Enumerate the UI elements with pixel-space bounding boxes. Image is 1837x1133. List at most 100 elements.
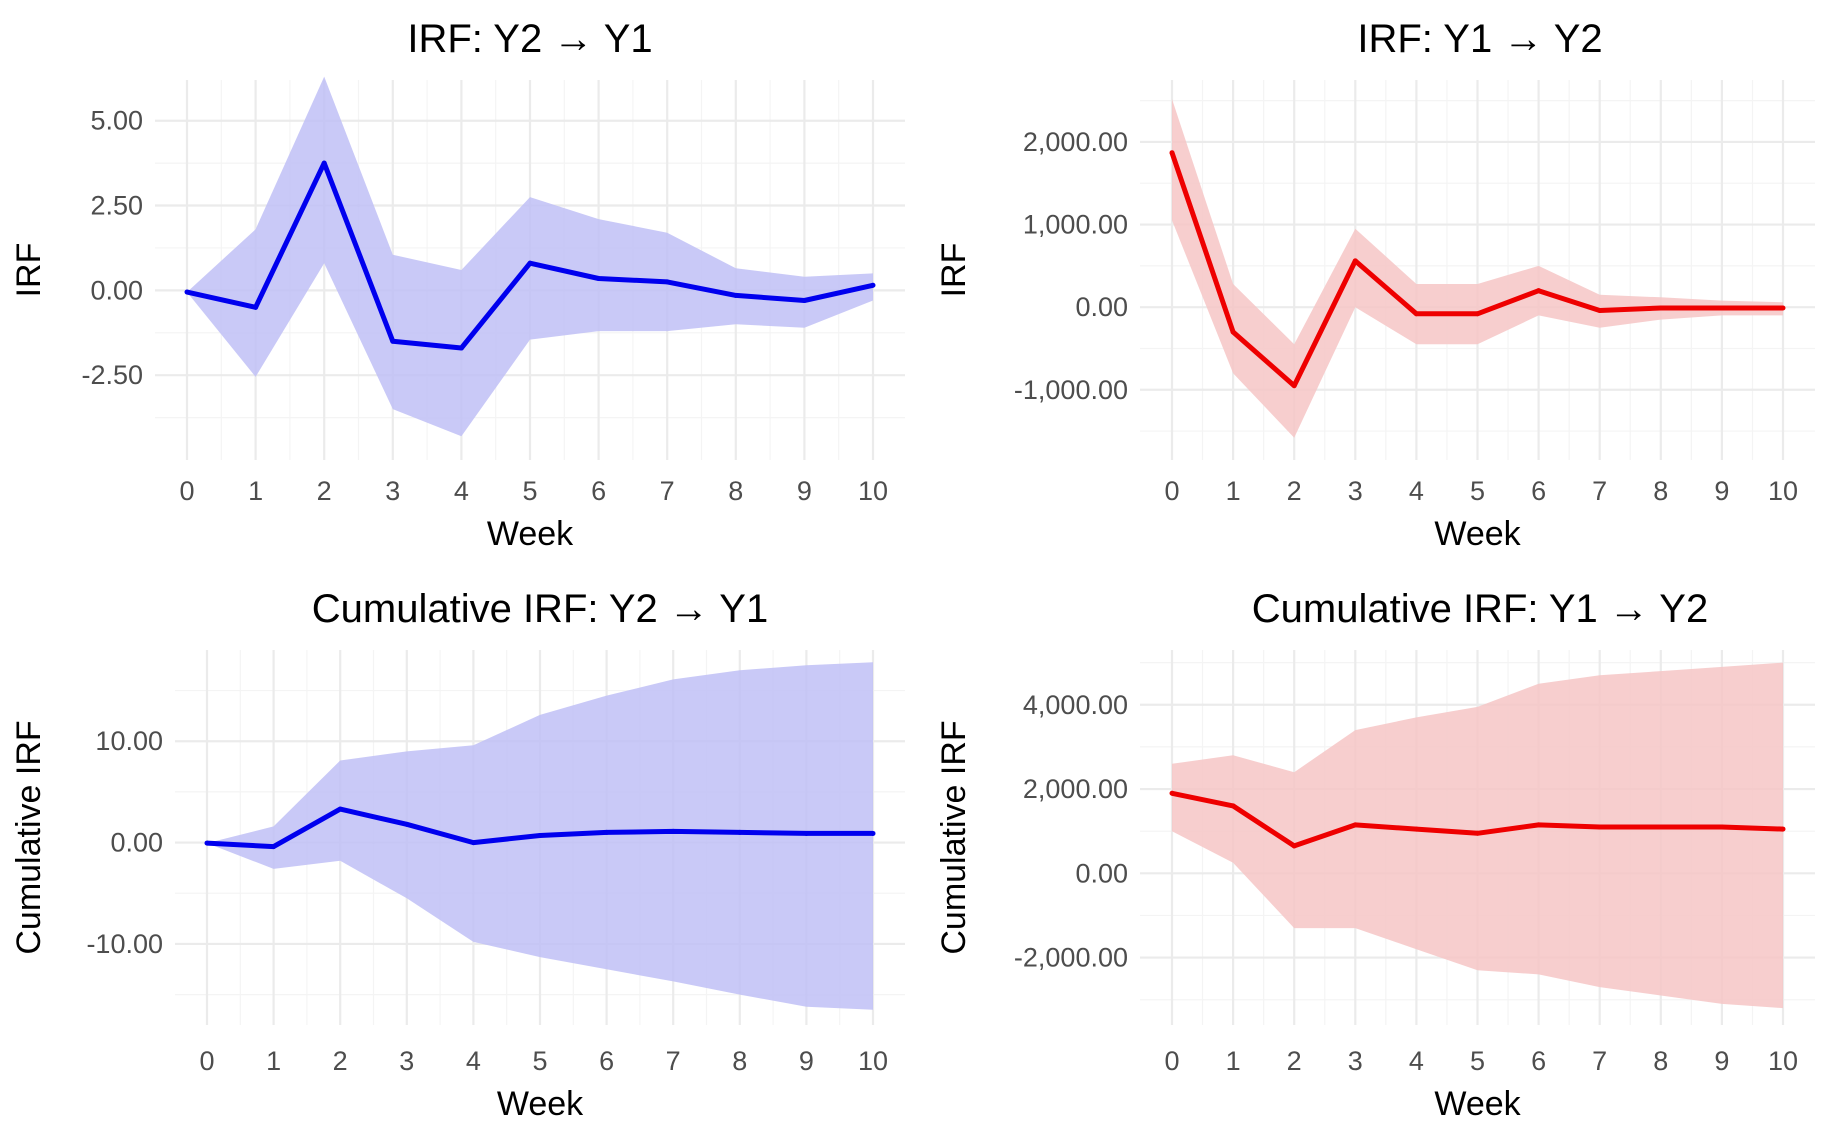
y-tick-label: 2,000.00	[1023, 774, 1128, 804]
chart-title: IRF: Y2 → Y1	[407, 17, 652, 61]
x-tick-label: 0	[199, 1046, 214, 1076]
y-axis-title: Cumulative IRF	[10, 720, 48, 954]
data-point	[253, 304, 259, 310]
x-tick-label: 1	[266, 1046, 281, 1076]
x-tick-label: 4	[466, 1046, 481, 1076]
x-tick-label: 4	[1409, 1046, 1424, 1076]
data-point	[801, 298, 807, 304]
x-tick-label: 8	[1653, 476, 1668, 506]
data-point	[1352, 822, 1358, 828]
data-point	[1719, 305, 1725, 311]
x-tick-label: 2	[317, 476, 332, 506]
data-point	[1230, 329, 1236, 335]
x-tick-label: 1	[1226, 1046, 1241, 1076]
y-tick-label: -1,000.00	[1014, 375, 1128, 405]
x-tick-label: 5	[1470, 476, 1485, 506]
x-tick-label: 9	[797, 476, 812, 506]
data-point	[1413, 311, 1419, 317]
y-tick-label: 1,000.00	[1023, 210, 1128, 240]
data-point	[458, 345, 464, 351]
x-tick-label: 8	[732, 1046, 747, 1076]
y-tick-label: -2,000.00	[1014, 943, 1128, 973]
y-tick-label: -10.00	[86, 929, 163, 959]
data-point	[803, 830, 809, 836]
data-point	[733, 292, 739, 298]
x-tick-label: 0	[1164, 476, 1179, 506]
x-tick-label: 8	[728, 476, 743, 506]
data-point	[404, 821, 410, 827]
x-tick-label: 5	[532, 1046, 547, 1076]
y-tick-label: 2,000.00	[1023, 127, 1128, 157]
data-point	[737, 829, 743, 835]
chart-title: Cumulative IRF: Y2 → Y1	[312, 587, 768, 631]
data-point	[337, 806, 343, 812]
x-tick-label: 7	[666, 1046, 681, 1076]
x-tick-label: 7	[1592, 1046, 1607, 1076]
x-tick-label: 9	[1714, 476, 1729, 506]
data-point	[604, 829, 610, 835]
x-tick-label: 2	[1287, 1046, 1302, 1076]
x-tick-label: 3	[1348, 476, 1363, 506]
x-tick-label: 4	[454, 476, 469, 506]
data-point	[184, 289, 190, 295]
y-axis-title: IRF	[935, 243, 973, 298]
x-tick-label: 9	[799, 1046, 814, 1076]
x-axis-title: Week	[1434, 1085, 1521, 1123]
y-axis-title: Cumulative IRF	[935, 720, 973, 954]
x-axis-title: Week	[1434, 515, 1521, 553]
gridlines	[1140, 80, 1815, 460]
x-tick-label: 3	[1348, 1046, 1363, 1076]
x-tick-label: 10	[858, 476, 888, 506]
data-point	[1291, 383, 1297, 389]
chart-panel-1: -2.50 0.00 2.50 5.00 0 1 2 3 4 5 6 7 8 9 10 Week IRF IRF:…	[10, 17, 905, 553]
chart-title: Cumulative IRF: Y1 → Y2	[1252, 587, 1708, 631]
data-point	[1536, 822, 1542, 828]
y-tick-label: 2.50	[90, 191, 143, 221]
x-tick-label: 6	[599, 1046, 614, 1076]
data-point	[1291, 843, 1297, 849]
x-tick-label: 7	[660, 476, 675, 506]
x-tick-label: 10	[1768, 476, 1798, 506]
x-tick-label: 1	[248, 476, 263, 506]
x-tick-label: 6	[591, 476, 606, 506]
x-tick-label: 10	[858, 1046, 888, 1076]
data-point	[1169, 790, 1175, 796]
data-point	[470, 840, 476, 846]
x-tick-label: 0	[1164, 1046, 1179, 1076]
x-tick-label: 6	[1531, 1046, 1546, 1076]
data-point	[870, 282, 876, 288]
y-tick-label: 10.00	[95, 726, 163, 756]
chart-title: IRF: Y1 → Y2	[1357, 17, 1602, 61]
data-point	[870, 830, 876, 836]
x-tick-label: 7	[1592, 476, 1607, 506]
data-point	[204, 840, 210, 846]
data-point	[537, 832, 543, 838]
data-point	[1719, 824, 1725, 830]
y-tick-label: 0.00	[90, 275, 143, 305]
x-tick-label: 10	[1768, 1046, 1798, 1076]
x-axis-title: Week	[487, 515, 574, 553]
data-point	[527, 260, 533, 266]
data-point	[1230, 803, 1236, 809]
confidence-band	[187, 76, 873, 437]
confidence-band	[1172, 99, 1783, 438]
data-point	[1475, 830, 1480, 836]
data-point	[321, 160, 327, 166]
x-tick-label: 2	[1287, 476, 1302, 506]
x-tick-label: 4	[1409, 476, 1424, 506]
data-point	[1597, 824, 1603, 830]
x-tick-label: 6	[1531, 476, 1546, 506]
y-tick-label: 0.00	[1075, 858, 1128, 888]
y-tick-label: -2.50	[81, 360, 143, 390]
x-tick-label: 2	[333, 1046, 348, 1076]
data-point	[1169, 150, 1175, 156]
x-tick-label: 0	[179, 476, 194, 506]
data-point	[390, 338, 396, 344]
data-point	[596, 275, 602, 281]
data-point	[664, 279, 670, 285]
x-tick-label: 3	[399, 1046, 414, 1076]
x-tick-label: 3	[385, 476, 400, 506]
x-tick-label: 5	[522, 476, 537, 506]
data-point	[1597, 307, 1603, 313]
